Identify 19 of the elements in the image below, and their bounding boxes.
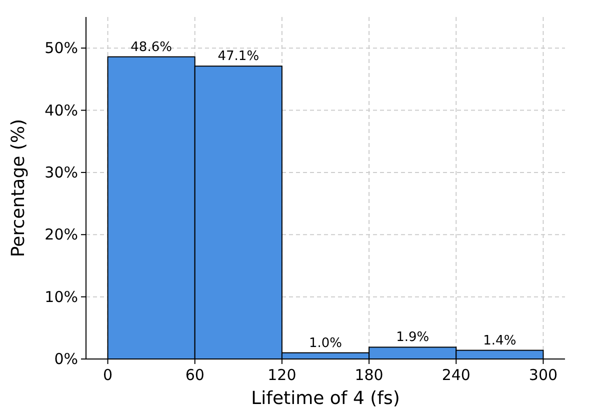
x-tick-label: 0: [103, 366, 113, 384]
x-tick-label: 300: [528, 366, 558, 384]
y-axis-title: Percentage (%): [8, 118, 29, 258]
y-tick-label: 20%: [44, 226, 78, 244]
x-tick-label: 180: [354, 366, 384, 384]
x-axis-title: Lifetime of 4 (fs): [251, 388, 400, 409]
x-tick-label: 240: [442, 366, 470, 384]
data-label: 1.4%: [483, 333, 516, 348]
y-tick-label: 10%: [44, 288, 78, 306]
data-label: 1.9%: [396, 330, 430, 346]
data-label: 48.6%: [130, 40, 172, 55]
y-tick-label: 40%: [44, 101, 78, 120]
y-tick-label: 0%: [54, 350, 78, 368]
y-tick-label: 50%: [44, 39, 78, 58]
data-label: 47.1%: [218, 49, 260, 64]
data-label: 1.0%: [308, 336, 342, 351]
x-tick-label: 120: [268, 366, 296, 384]
x-tick-label: 60: [185, 366, 204, 384]
y-tick-label: 30%: [44, 163, 78, 182]
